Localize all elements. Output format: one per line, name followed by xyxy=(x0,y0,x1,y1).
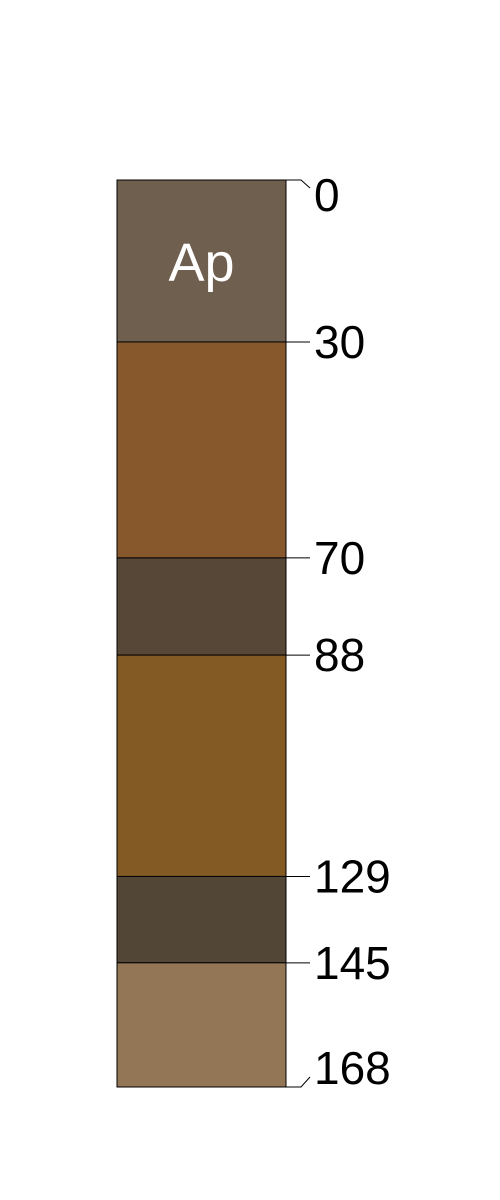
horizon-layer-2 xyxy=(116,557,287,656)
depth-label-3: 88 xyxy=(314,629,365,681)
depth-labels: 0 30 70 88 129 145 168 xyxy=(314,169,391,1094)
horizon-layer-1 xyxy=(116,341,287,559)
horizon-layer-0 xyxy=(116,179,287,343)
depth-label-1: 30 xyxy=(314,316,365,368)
horizon-layer-3 xyxy=(116,654,287,877)
horizon-layers xyxy=(116,179,287,1088)
horizon-layer-4 xyxy=(116,875,287,964)
horizon-layer-5 xyxy=(116,962,287,1088)
depth-label-5: 145 xyxy=(314,937,391,989)
horizon-labels: Ap xyxy=(168,233,234,293)
depth-label-0: 0 xyxy=(314,169,340,221)
depth-tick-6 xyxy=(286,1076,311,1088)
depth-tick-0 xyxy=(286,179,311,189)
depth-label-4: 129 xyxy=(314,850,391,902)
depth-label-6: 168 xyxy=(314,1042,391,1094)
depth-ticks xyxy=(286,179,311,1088)
depth-label-2: 70 xyxy=(314,532,365,584)
horizon-label-0: Ap xyxy=(168,233,234,293)
